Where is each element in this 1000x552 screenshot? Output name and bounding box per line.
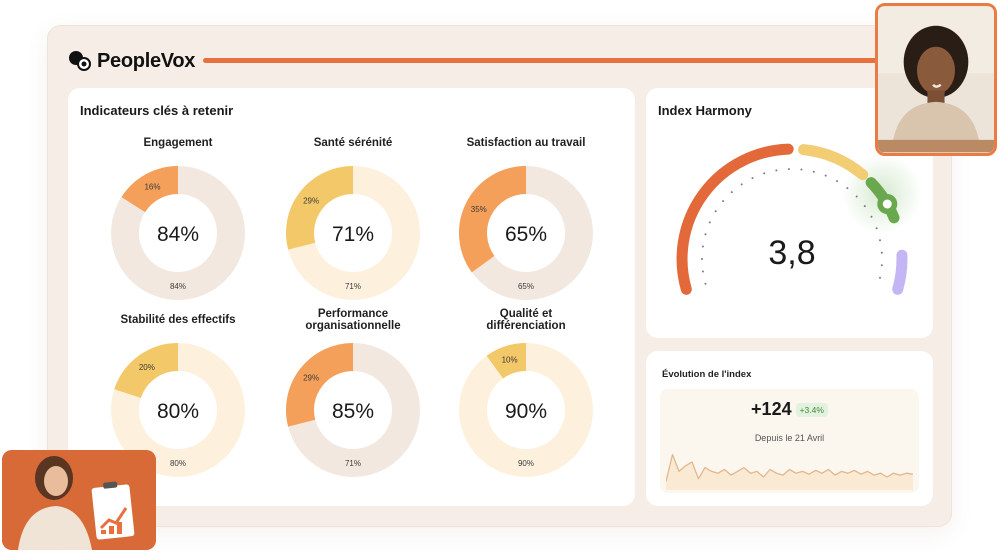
evolution-panel: Évolution de l'index +124 +3.4% Depuis l… <box>646 351 933 506</box>
header-accent-line <box>203 58 883 63</box>
kpi-donut[interactable]: Stabilité des effectifs 20% 80% 80% <box>98 310 258 490</box>
gauge-tick <box>787 168 790 171</box>
gauge-tick <box>863 205 866 208</box>
gauge-tick <box>701 270 704 273</box>
kpi-donut-chart: 29% 71% 71% <box>286 166 420 300</box>
kpi-donut-segment <box>114 343 179 399</box>
kpi-donut-chart: 35% 65% 65% <box>459 166 593 300</box>
gauge-tick <box>714 210 717 213</box>
evolution-value: +124 <box>751 399 792 419</box>
gauge-tick <box>800 168 803 171</box>
kpi-donut-title: Qualité et <box>499 308 553 320</box>
smiling-woman-portrait <box>878 6 994 153</box>
kpi-donut-value: 90% <box>505 400 547 423</box>
dashboard-card: PeopleVox Indicateurs clés à retenir Eng… <box>47 25 952 527</box>
gauge-tick <box>880 251 883 254</box>
kpi-donut-segment <box>121 166 179 213</box>
kpi-donut-segment <box>286 343 354 427</box>
brand[interactable]: PeopleVox <box>68 46 195 76</box>
kpi-donut-bottom-label: 90% <box>518 459 534 468</box>
kpi-donut-title: organisationnelle <box>305 320 401 332</box>
kpi-donut-segment <box>459 166 527 273</box>
gauge-tick <box>775 169 778 172</box>
evolution-change-badge: +3.4% <box>795 402 828 417</box>
gauge-arc-mid <box>798 144 869 181</box>
gauge-tick <box>812 170 815 173</box>
gauge-tick <box>751 177 754 180</box>
gauge-tick <box>701 245 704 248</box>
kpi-donut-segment <box>486 343 527 379</box>
woman-presenting-chart-clipboard <box>2 450 156 550</box>
gauge-tick <box>824 174 827 177</box>
people-bubble-logo-icon <box>69 51 91 71</box>
gauge-tick <box>708 221 711 224</box>
gauge-tick <box>855 195 858 198</box>
kpi-donut-bottom-label: 71% <box>345 459 361 468</box>
kpi-donut[interactable]: Engagement 16% 84% 84% <box>98 133 258 313</box>
kpi-donut-chart: 10% 90% 90% <box>459 343 593 477</box>
kpi-donut-chart: 29% 85% 71% <box>286 343 420 477</box>
kpi-donut[interactable]: Satisfaction au travail 35% 65% 65% <box>446 133 606 313</box>
kpi-donut-bottom-label: 65% <box>518 282 534 291</box>
harmony-title: Index Harmony <box>658 103 752 118</box>
gauge-tick <box>846 187 849 190</box>
kpi-donut-segment-label: 16% <box>144 183 160 192</box>
kpi-donut-title: Performance <box>317 308 389 320</box>
kpi-donut[interactable]: Performance organisationnelle 29% 85% 71% <box>273 308 433 490</box>
gauge-arc-low <box>676 143 794 295</box>
gauge-arc-top <box>892 249 908 295</box>
evolution-since: Depuis le 21 Avril <box>754 433 825 443</box>
gauge-tick <box>763 172 766 175</box>
kpi-donut-value: 85% <box>332 400 374 423</box>
kpi-donut-bottom-label: 71% <box>345 282 361 291</box>
kpi-donut-value: 80% <box>157 400 199 423</box>
gauge-tick <box>701 258 703 260</box>
kpi-donut-value: 65% <box>505 223 547 246</box>
harmony-value: 3,8 <box>768 234 815 272</box>
gauge-tick <box>730 191 733 194</box>
kpi-donut-segment-label: 29% <box>303 197 319 206</box>
gauge-tick <box>836 180 838 183</box>
gauge-tick <box>740 183 743 186</box>
gauge-tick <box>880 264 883 267</box>
gauge-tick <box>870 215 873 218</box>
gauge-tick <box>704 233 707 236</box>
kpi-donut-title: différenciation <box>486 320 566 332</box>
gauge-tick <box>722 200 725 203</box>
kpi-donut-chart: 20% 80% 80% <box>111 343 245 477</box>
kpi-donut-bottom-label: 84% <box>170 282 186 291</box>
kpi-donut-title: Engagement <box>143 137 213 149</box>
kpi-donut-segment <box>286 166 354 250</box>
kpi-panel: Indicateurs clés à retenir Engagement 16%… <box>68 88 635 506</box>
kpi-donut-chart: 16% 84% 84% <box>111 166 245 300</box>
kpi-donut-value: 71% <box>332 223 374 246</box>
kpi-donut-segment-label: 29% <box>303 374 319 383</box>
gauge-knob-icon[interactable] <box>877 194 898 214</box>
gauge-tick <box>879 276 881 279</box>
evolution-chart-area: +124 +3.4% Depuis le 21 Avril <box>660 389 919 493</box>
gauge-tick <box>879 239 881 242</box>
evolution-sparkline <box>666 453 913 490</box>
gauge-tick <box>875 227 878 230</box>
kpi-donut-segment-label: 35% <box>471 205 487 214</box>
kpi-donut-title: Santé sérénité <box>313 137 393 149</box>
kpi-donut-title: Satisfaction au travail <box>466 137 586 149</box>
kpi-donut-title: Stabilité des effectifs <box>120 314 236 326</box>
presenter-photo <box>2 450 156 550</box>
gauge-ticks <box>701 168 883 285</box>
brand-name: PeopleVox <box>97 49 196 72</box>
woman-portrait-photo <box>875 3 997 156</box>
kpi-donut-bottom-label: 80% <box>170 459 186 468</box>
kpi-donut-value: 84% <box>157 223 199 246</box>
kpi-donut[interactable]: Qualité et différenciation 10% 90% 90% <box>446 308 606 490</box>
evolution-value-row: +124 +3.4% <box>660 399 919 420</box>
gauge-tick <box>704 282 707 285</box>
kpi-donut-segment-label: 10% <box>502 356 518 365</box>
kpi-donut-segment-label: 20% <box>139 363 155 372</box>
kpi-donut[interactable]: Santé sérénité 29% 71% 71% <box>273 133 433 313</box>
evolution-title: Évolution de l'index <box>662 369 752 380</box>
harmony-gauge: 3,8 <box>676 143 922 295</box>
kpi-panel-title: Indicateurs clés à retenir <box>80 103 234 118</box>
